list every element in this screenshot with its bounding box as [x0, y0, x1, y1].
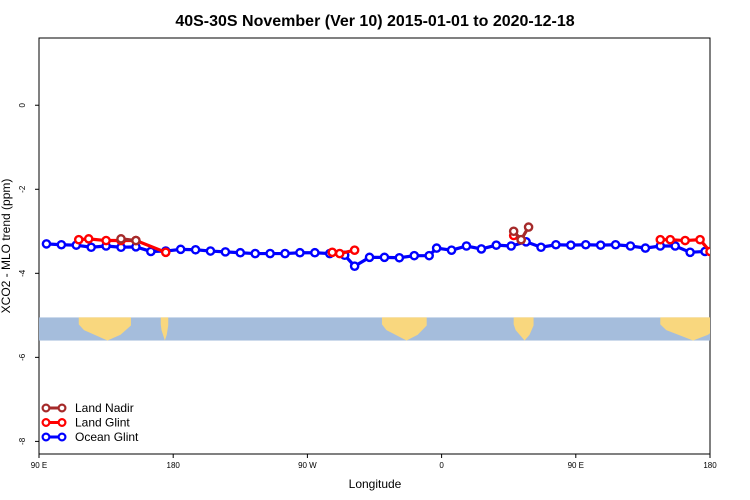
y-tick-label: 0 — [18, 102, 27, 107]
ocean-glint-point — [566, 240, 576, 250]
ocean-glint-point — [685, 247, 695, 258]
legend-land-nadir-marker — [41, 403, 51, 413]
y-tick-label: -6 — [18, 353, 27, 361]
land-nadir-point — [131, 235, 141, 246]
land-australia-right — [660, 317, 710, 341]
series-layer — [41, 222, 710, 271]
ocean-glint-point — [379, 252, 390, 263]
legend-land-nadir-marker — [57, 403, 67, 413]
ocean-glint-point — [310, 247, 320, 258]
ocean-glint-point — [431, 243, 442, 253]
ocean-glint-point — [595, 240, 606, 250]
y-tick-label: -4 — [18, 269, 27, 277]
land-africa — [513, 317, 534, 341]
land-nadir-point — [523, 222, 534, 232]
ocean-glint-point — [349, 261, 360, 271]
x-tick-label: 90 E — [568, 461, 584, 470]
ocean-glint-point — [175, 244, 186, 255]
legend-land-glint-marker — [41, 418, 51, 428]
map-band — [39, 317, 710, 341]
x-tick-label: 180 — [167, 461, 181, 470]
ocean-glint-point — [580, 239, 591, 250]
land-australia-left — [78, 317, 131, 341]
land-glint-point — [655, 234, 666, 245]
ocean-glint-point — [235, 247, 246, 258]
ocean-glint-point — [205, 246, 216, 256]
land-glint-point — [83, 234, 94, 244]
land-glint-point — [160, 247, 171, 258]
ocean-glint-point — [280, 248, 290, 259]
land-glint-point — [349, 245, 360, 256]
chart-title: 40S-30S November (Ver 10) 2015-01-01 to … — [175, 13, 574, 30]
ocean-glint-point — [265, 248, 275, 259]
y-axis: 0 -2 -4 -6 -8 — [18, 102, 39, 445]
x-axis-label: Longitude — [349, 477, 402, 491]
land-nadir-point — [508, 226, 519, 237]
ocean-glint-point — [394, 252, 405, 263]
ocean-glint-point — [190, 244, 201, 255]
legend-ocean-glint-marker — [57, 432, 67, 442]
y-axis-label: XCO2 - MLO trend (ppm) — [0, 179, 13, 314]
land-glint-point — [327, 247, 338, 258]
land-glint-point — [695, 234, 705, 245]
plot-area — [38, 37, 711, 455]
y-tick-label: -2 — [18, 185, 27, 193]
legend-ocean-glint-label: Ocean Glint — [75, 430, 139, 444]
y-tick-label: -8 — [18, 437, 27, 445]
land-nadir-point — [516, 234, 526, 245]
ocean-glint-point — [491, 240, 502, 250]
ocean-glint-point — [86, 242, 96, 253]
plot-frame — [38, 37, 711, 455]
ocean-glint-point — [56, 239, 67, 250]
ocean-glint-point — [536, 242, 546, 253]
ocean-glint-point — [41, 239, 52, 249]
ocean-glint-point — [364, 252, 375, 263]
land-glint-point — [665, 234, 676, 245]
land-glint-point — [705, 246, 710, 257]
ocean-glint-point — [461, 241, 472, 251]
land-glint-point — [680, 235, 690, 246]
ocean-glint-point — [610, 239, 621, 250]
ocean-glint-point — [295, 247, 305, 258]
ocean-glint-line — [46, 240, 706, 269]
land-glint-point — [101, 235, 111, 246]
legend-land-glint-marker — [57, 418, 67, 428]
ocean-glint-point — [424, 250, 434, 261]
x-tick-label: 180 — [703, 461, 717, 470]
land-nadir-point — [116, 234, 126, 244]
legend-land-nadir-label: Land Nadir — [75, 401, 134, 415]
land-new-zealand-left — [160, 317, 169, 341]
ocean-glint-point — [670, 241, 681, 251]
ocean-glint-point — [506, 241, 516, 251]
ocean-glint-point — [640, 243, 651, 253]
ocean-glint-point — [551, 239, 561, 250]
ocean-glint-point — [625, 241, 636, 251]
ocean-glint-point — [409, 250, 420, 261]
ocean-glint-point — [220, 247, 231, 257]
x-tick-label: 0 — [439, 461, 444, 470]
ocean-glint-point — [476, 244, 487, 254]
ocean-glint-point — [250, 248, 261, 259]
land-south-america — [381, 317, 427, 341]
x-axis: 90 E 180 90 W 0 90 E 180 — [31, 454, 717, 470]
ocean-glint-point — [446, 245, 457, 256]
land-glint-point — [73, 234, 84, 245]
x-tick-label: 90 E — [31, 461, 47, 470]
legend-land-glint-label: Land Glint — [75, 416, 130, 430]
map-ocean — [39, 317, 710, 341]
x-tick-label: 90 W — [298, 461, 317, 470]
land-glint-point — [334, 248, 345, 259]
legend-ocean-glint-marker — [41, 432, 51, 442]
